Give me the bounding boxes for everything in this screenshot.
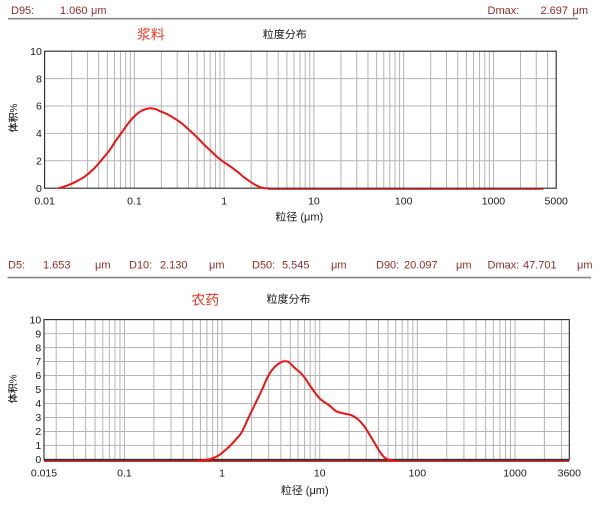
svg-text:8: 8 <box>35 342 41 354</box>
svg-text:0.015: 0.015 <box>31 468 57 480</box>
svg-text:20.097: 20.097 <box>404 259 438 271</box>
svg-text:0.01: 0.01 <box>34 195 55 207</box>
svg-text:(μm): (μm) <box>300 212 323 224</box>
svg-text:1: 1 <box>35 440 41 452</box>
svg-text:μm: μm <box>331 259 347 271</box>
svg-text:μm: μm <box>573 5 589 17</box>
svg-text:D50:: D50: <box>252 259 275 271</box>
svg-text:0: 0 <box>36 183 42 195</box>
svg-text:2: 2 <box>35 426 41 438</box>
svg-text:0.1: 0.1 <box>117 468 132 480</box>
svg-text:μm: μm <box>456 259 472 271</box>
svg-text:D10:: D10: <box>129 259 152 271</box>
svg-text:2.697: 2.697 <box>541 5 569 17</box>
svg-text:6: 6 <box>36 101 42 113</box>
svg-text:%: % <box>8 374 19 383</box>
svg-text:5.545: 5.545 <box>282 259 310 271</box>
svg-text:10: 10 <box>308 195 320 207</box>
svg-text:D95:: D95: <box>11 5 34 17</box>
svg-text:3600: 3600 <box>558 468 582 480</box>
svg-text:8: 8 <box>36 73 42 85</box>
svg-text:100: 100 <box>395 195 413 207</box>
svg-text:7: 7 <box>35 356 41 368</box>
svg-text:0.1: 0.1 <box>127 195 142 207</box>
svg-text:μm: μm <box>95 259 111 271</box>
svg-text:1: 1 <box>221 195 227 207</box>
svg-text:47.701: 47.701 <box>523 259 557 271</box>
svg-text:2.130: 2.130 <box>160 259 188 271</box>
svg-text:μm: μm <box>91 5 107 17</box>
svg-text:2: 2 <box>36 156 42 168</box>
svg-text:6: 6 <box>35 370 41 382</box>
svg-text:1000: 1000 <box>503 468 527 480</box>
svg-text:3: 3 <box>35 412 41 424</box>
svg-text:10: 10 <box>30 314 42 326</box>
svg-text:9: 9 <box>35 328 41 340</box>
svg-text:Dmax:: Dmax: <box>488 5 520 17</box>
svg-text:0: 0 <box>35 454 41 466</box>
svg-text:μm: μm <box>209 259 225 271</box>
svg-text:μm: μm <box>577 259 593 271</box>
svg-text:%: % <box>9 103 20 112</box>
svg-text:1: 1 <box>219 468 225 480</box>
svg-text:1000: 1000 <box>482 195 506 207</box>
svg-text:10: 10 <box>314 468 326 480</box>
svg-text:(μm): (μm) <box>306 485 329 497</box>
svg-text:5000: 5000 <box>545 195 569 207</box>
svg-text:5: 5 <box>35 384 41 396</box>
svg-text:D90:: D90: <box>376 259 399 271</box>
svg-text:D5:: D5: <box>8 259 25 271</box>
svg-text:1.060: 1.060 <box>60 5 88 17</box>
svg-text:4: 4 <box>36 128 42 140</box>
svg-text:4: 4 <box>35 398 41 410</box>
svg-text:100: 100 <box>409 468 427 480</box>
svg-text:10: 10 <box>30 46 42 58</box>
svg-text:Dmax:: Dmax: <box>488 259 520 271</box>
svg-text:1.653: 1.653 <box>43 259 71 271</box>
